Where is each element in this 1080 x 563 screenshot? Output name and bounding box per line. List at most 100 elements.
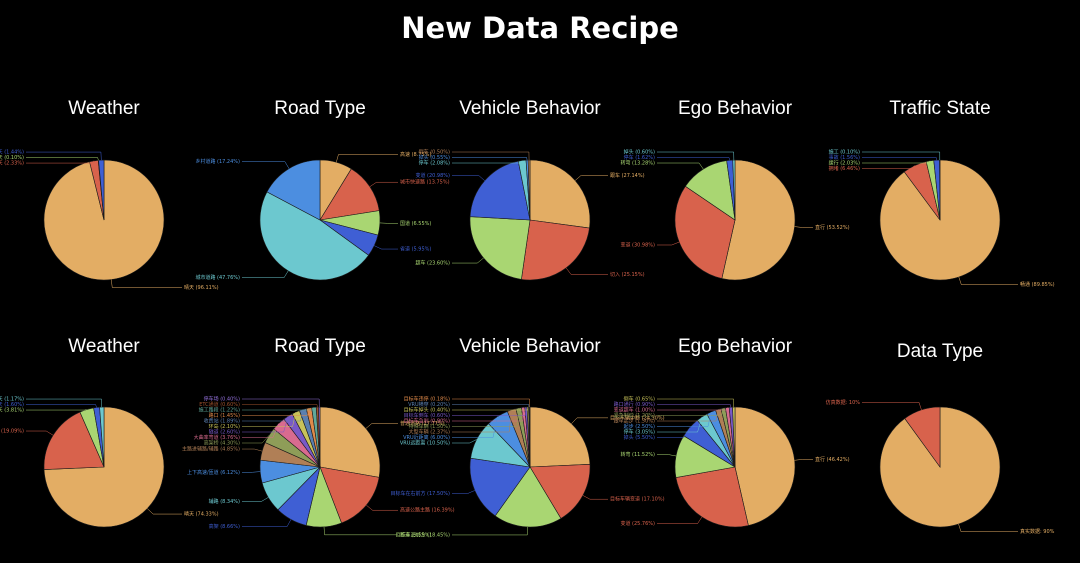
leader-line <box>242 519 292 527</box>
leader-line <box>571 417 608 424</box>
slice-label: 变道 (30.98%) <box>620 241 655 248</box>
slice-label: 停车场 (0.40%) <box>204 396 240 403</box>
pie-slice <box>469 160 531 221</box>
pie-slice <box>734 406 796 526</box>
slice-label: 高架桥 (4.30%) <box>204 440 240 447</box>
leader-line <box>365 423 398 429</box>
slice-label: 雾天 (1.60%) <box>0 401 24 408</box>
pie-slice <box>98 159 105 221</box>
leader-line <box>242 435 270 444</box>
leader-line <box>26 160 95 164</box>
slice-label: 路口通行 (0.90%) <box>614 401 655 408</box>
slice-label: 起步 (2.50%) <box>624 424 655 430</box>
leader-line <box>657 516 703 524</box>
leader-line <box>657 416 703 433</box>
leader-line <box>452 490 475 494</box>
slice-label: 切入 (25.15%) <box>610 271 645 278</box>
slice-label: 目标车辆中断 (24.30%) <box>610 414 665 421</box>
leader-line <box>452 160 523 164</box>
leader-line <box>242 407 315 411</box>
slice-label: 缓行 (2.03%) <box>829 160 860 167</box>
leader-line <box>862 157 937 161</box>
pie-chart: Vehicle Behavior 目标车辆中断 (24.30%) 目标车辆变道 (1… <box>390 336 664 538</box>
leader-line <box>26 404 97 408</box>
leader-line <box>657 241 680 246</box>
leader-line <box>657 409 719 422</box>
leader-line <box>452 151 530 161</box>
slice-label: 特殊车辆 (1.50%) <box>409 423 450 430</box>
slice-label: 掉头 (5.50%) <box>624 434 655 441</box>
slice-label: 仿真数据: 10% <box>826 399 861 406</box>
pie-slice <box>259 191 369 281</box>
slice-label: 目标车在右前方 (17.50%) <box>390 490 450 497</box>
pie-title: Ego Behavior <box>678 98 793 119</box>
leader-line <box>242 416 289 433</box>
slice-label: 上下高速/匝道 (6.12%) <box>187 469 240 476</box>
slice-label: 倒车 (0.50%) <box>419 149 450 156</box>
leader-line <box>452 408 519 427</box>
pie-title: Weather <box>68 336 140 357</box>
slice-label: 高速公路主路 (16.39%) <box>400 507 455 514</box>
slice-label: 主路进辅路/辅路 (4.85%) <box>182 446 240 453</box>
slice-label: 城市道路 (47.76%) <box>195 274 240 281</box>
leader-line <box>862 165 915 169</box>
leader-line <box>242 404 318 408</box>
pie-slice <box>319 168 380 221</box>
slice-label: 晴天 (96.11%) <box>184 284 219 291</box>
slice-label: 拥堵 (6.46%) <box>829 165 860 172</box>
leader-line <box>657 454 677 457</box>
leader-line <box>794 459 813 461</box>
leader-line <box>657 157 730 161</box>
leader-line <box>657 427 691 438</box>
leader-line <box>958 523 1018 532</box>
pie-chart: Ego Behavior 直行 (53.52%) 掉头 (0.60%)停车 (1.6… <box>620 98 850 281</box>
leader-line <box>958 276 1018 285</box>
slice-label: 真实数据: 90% <box>1020 528 1055 535</box>
slice-label: 停车 (3.05%) <box>624 429 655 436</box>
slice-label: 掉头 (0.55%) <box>419 154 450 161</box>
slice-label: 乡村道路 (17.24%) <box>195 158 240 165</box>
leader-line <box>26 151 102 161</box>
leader-line <box>657 151 735 161</box>
slice-label: 隧道 (2.60%) <box>209 429 240 436</box>
leader-line <box>147 508 182 515</box>
slice-label: 施工路段 (1.22%) <box>199 407 240 414</box>
leader-line <box>452 409 512 433</box>
leader-line <box>794 226 813 228</box>
pie-slice <box>529 406 531 468</box>
slice-label: 掉头 (0.60%) <box>624 149 655 156</box>
slice-label: 停车 (2.08%) <box>419 160 450 167</box>
pie-slice <box>527 159 531 221</box>
pie-title: Vehicle Behavior <box>459 98 601 119</box>
leader-line <box>452 416 498 438</box>
slice-label: VRU横穿 (0.20%) <box>408 401 450 408</box>
leader-line <box>242 407 310 416</box>
slice-label: ETC通道 (0.60%) <box>199 401 240 408</box>
leader-line <box>575 175 608 181</box>
leader-line <box>582 495 608 500</box>
slice-label: 阴天 (0.10%) <box>0 154 24 161</box>
slice-label: 雾天 (1.44%) <box>0 149 24 156</box>
leader-line <box>242 412 297 427</box>
leader-line <box>657 407 728 411</box>
leader-line <box>242 423 279 438</box>
leader-line <box>336 154 398 163</box>
leader-line <box>111 279 182 288</box>
pie-slice <box>879 159 1001 281</box>
leader-line <box>862 151 941 161</box>
page-title: New Data Recipe <box>401 11 679 45</box>
pie-slice <box>319 406 381 478</box>
leader-line <box>657 408 724 416</box>
pie-slice <box>521 219 590 281</box>
pie-chart: Traffic State 畅通 (89.85%) 施工 (0.10%)事故 (1.… <box>829 98 1055 288</box>
slice-label: 变道 (20.98%) <box>415 172 450 179</box>
pie-title: Vehicle Behavior <box>459 336 601 357</box>
slice-label: 事故 (1.56%) <box>829 154 860 161</box>
slice-label: 目标车倒车 (0.60%) <box>404 412 450 419</box>
leader-line <box>242 161 290 169</box>
leader-line <box>374 245 398 250</box>
leader-line <box>242 497 269 502</box>
pie-title: Road Type <box>274 98 366 119</box>
slice-label: 晴天 (74.33%) <box>184 511 219 518</box>
